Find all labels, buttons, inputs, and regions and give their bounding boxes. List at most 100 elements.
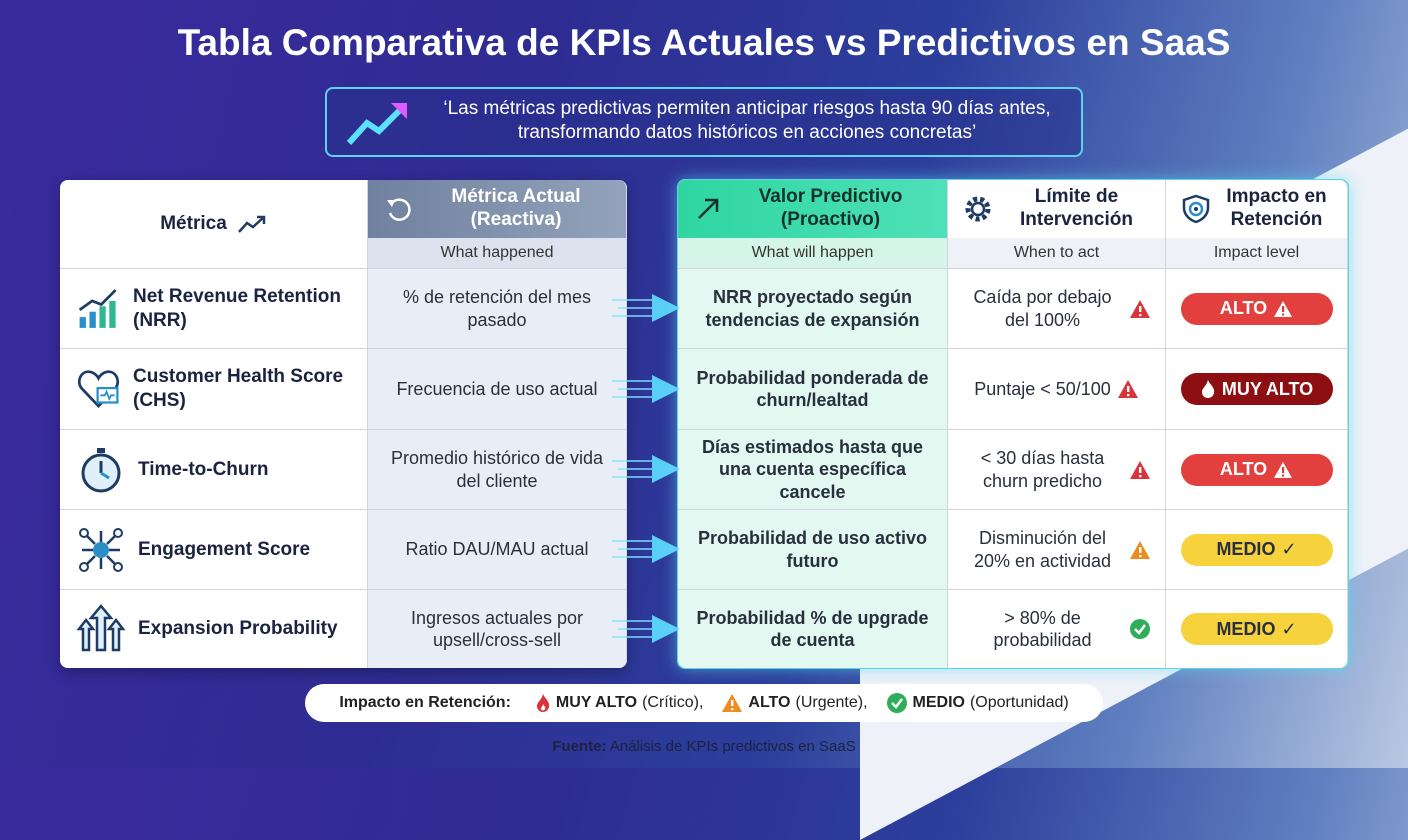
icon (1129, 619, 1150, 639)
impact-badge: MUY ALTO (1180, 373, 1333, 405)
arrow (608, 369, 682, 409)
limit-text: Disminución del 20% en actividad (973, 528, 1112, 571)
header-subtitle: What will happen (678, 238, 948, 268)
predictive-value: Probabilidad de uso activo futuro (678, 509, 948, 589)
legend-item: MUY ALTO (Crítico), (535, 693, 704, 713)
legend-note: (Crítico), (642, 694, 704, 711)
icon (1274, 461, 1293, 478)
icon (1129, 460, 1150, 479)
arrow (608, 288, 682, 328)
impact-level: ALTO (1219, 459, 1268, 480)
impact-level: MEDIO (1216, 618, 1276, 639)
icon (886, 693, 907, 713)
page-title: Tabla Comparativa de KPIs Actuales vs Pr… (177, 22, 1231, 63)
icon (722, 694, 743, 712)
header-title: Métrica Actual (Reactiva) (451, 186, 581, 230)
trend-icon (346, 103, 407, 146)
header-cell: Valor Predictivo (Proactivo) (678, 180, 948, 238)
header-title: Límite de Intervención (1020, 186, 1133, 230)
limit-cell: Caída por debajo del 100% (948, 268, 1166, 348)
icon (386, 198, 411, 221)
arrow (608, 529, 682, 569)
icon (1117, 380, 1138, 398)
arrow (608, 449, 682, 489)
impact-cell: MEDIO ✓ (1166, 589, 1348, 668)
header-subtitle: When to act (948, 238, 1166, 268)
metric-name: Customer Health Score (CHS) (133, 366, 344, 411)
legend: Impacto en Retención: MUY ALTO (Crítico), A… (305, 684, 1103, 722)
source: Fuente: Análisis de KPIs predictivos en … (0, 738, 1408, 755)
legend-item: MEDIO (Oportunidad) (886, 692, 1069, 714)
check: ✓ (1281, 539, 1297, 560)
icon (1201, 380, 1214, 398)
check: ✓ (1281, 618, 1297, 639)
impact-badge: MEDIO ✓ (1180, 613, 1333, 645)
legend-note: (Urgente), (795, 694, 868, 711)
impact-cell: MUY ALTO (1166, 348, 1348, 429)
predictive-value: Probabilidad ponderada de churn/lealtad (678, 348, 948, 429)
source-text: Análisis de KPIs predictivos en SaaS (609, 738, 856, 755)
impact-badge: ALTO (1180, 292, 1333, 325)
impact-badge: ALTO (1180, 453, 1333, 486)
predictive-value: Probabilidad % de upgrade de cuenta (678, 589, 948, 668)
header-cell: Métrica Actual (Reactiva) (368, 180, 627, 238)
arrow-icon (612, 294, 680, 322)
limit-text: > 80% de probabilidad (993, 607, 1092, 651)
arrow-icon (612, 535, 680, 563)
icon (77, 370, 120, 409)
metric-name: Time-to-Churn (138, 458, 269, 480)
arrow (608, 609, 682, 649)
impact-cell: MEDIO ✓ (1166, 509, 1348, 589)
current-metric: Frecuencia de uso actual (368, 348, 627, 429)
arrow-icon (612, 614, 680, 643)
arrow-icon (612, 374, 680, 403)
current-metric: % de retención del mes pasado (368, 268, 627, 348)
icon (1182, 194, 1209, 224)
icon (536, 694, 550, 712)
metric-cell: Customer Health Score (CHS) (60, 348, 368, 429)
metric-cell: Net Revenue Retention (NRR) (60, 268, 368, 348)
legend-level: MEDIO (912, 694, 965, 711)
limit-text: Puntaje < 50/100 (974, 378, 1111, 399)
icon (1129, 540, 1150, 559)
header-subtitle: What happened (368, 238, 627, 268)
icon (965, 196, 990, 222)
icon (78, 288, 117, 328)
icon (1129, 299, 1150, 318)
impact-cell: ALTO (1166, 268, 1348, 348)
metric-name: Engagement Score (138, 538, 311, 560)
header-cell: Métrica (60, 180, 368, 268)
metric-cell: Engagement Score (60, 509, 368, 589)
header-cell: Límite de Intervención (948, 180, 1166, 238)
legend-note: (Oportunidad) (969, 694, 1069, 711)
impact-badge: MEDIO ✓ (1180, 533, 1333, 566)
metric-name: Net Revenue Retention (NRR) (133, 285, 341, 331)
predictive-value: NRR proyectado según tendencias de expan… (678, 268, 948, 348)
metric-name: Expansion Probability (138, 618, 338, 640)
header-title: Valor Predictivo (Proactivo) (758, 186, 903, 230)
metric-cell: Time-to-Churn (60, 429, 368, 509)
legend-level: MUY ALTO (555, 694, 638, 711)
impact-cell: ALTO (1166, 429, 1348, 509)
impact-level: ALTO (1219, 298, 1268, 319)
source-label: Fuente: (552, 738, 607, 755)
limit-text: < 30 días hasta churn predicho (980, 448, 1105, 491)
quote-box: ‘Las métricas predictivas permiten antic… (325, 87, 1083, 157)
legend-level: ALTO (748, 694, 791, 711)
icon (79, 527, 123, 572)
limit-cell: Disminución del 20% en actividad (948, 509, 1166, 589)
metric-cell: Expansion Probability (60, 589, 368, 668)
arrow-icon (612, 455, 680, 483)
icon (76, 604, 126, 652)
limit-cell: Puntaje < 50/100 (948, 348, 1166, 429)
limit-cell: < 30 días hasta churn predicho (948, 429, 1166, 509)
header-cell: Impacto en Retención (1166, 180, 1348, 238)
impact-level: MUY ALTO (1221, 378, 1314, 399)
legend-label: Impacto en Retención: (339, 694, 511, 711)
predictive-value: Días estimados hasta que una cuenta espe… (678, 429, 948, 509)
icon (237, 215, 266, 233)
current-metric: Promedio histórico de vida del cliente (368, 429, 627, 509)
current-metric: Ratio DAU/MAU actual (368, 509, 627, 589)
icon (1274, 300, 1293, 317)
